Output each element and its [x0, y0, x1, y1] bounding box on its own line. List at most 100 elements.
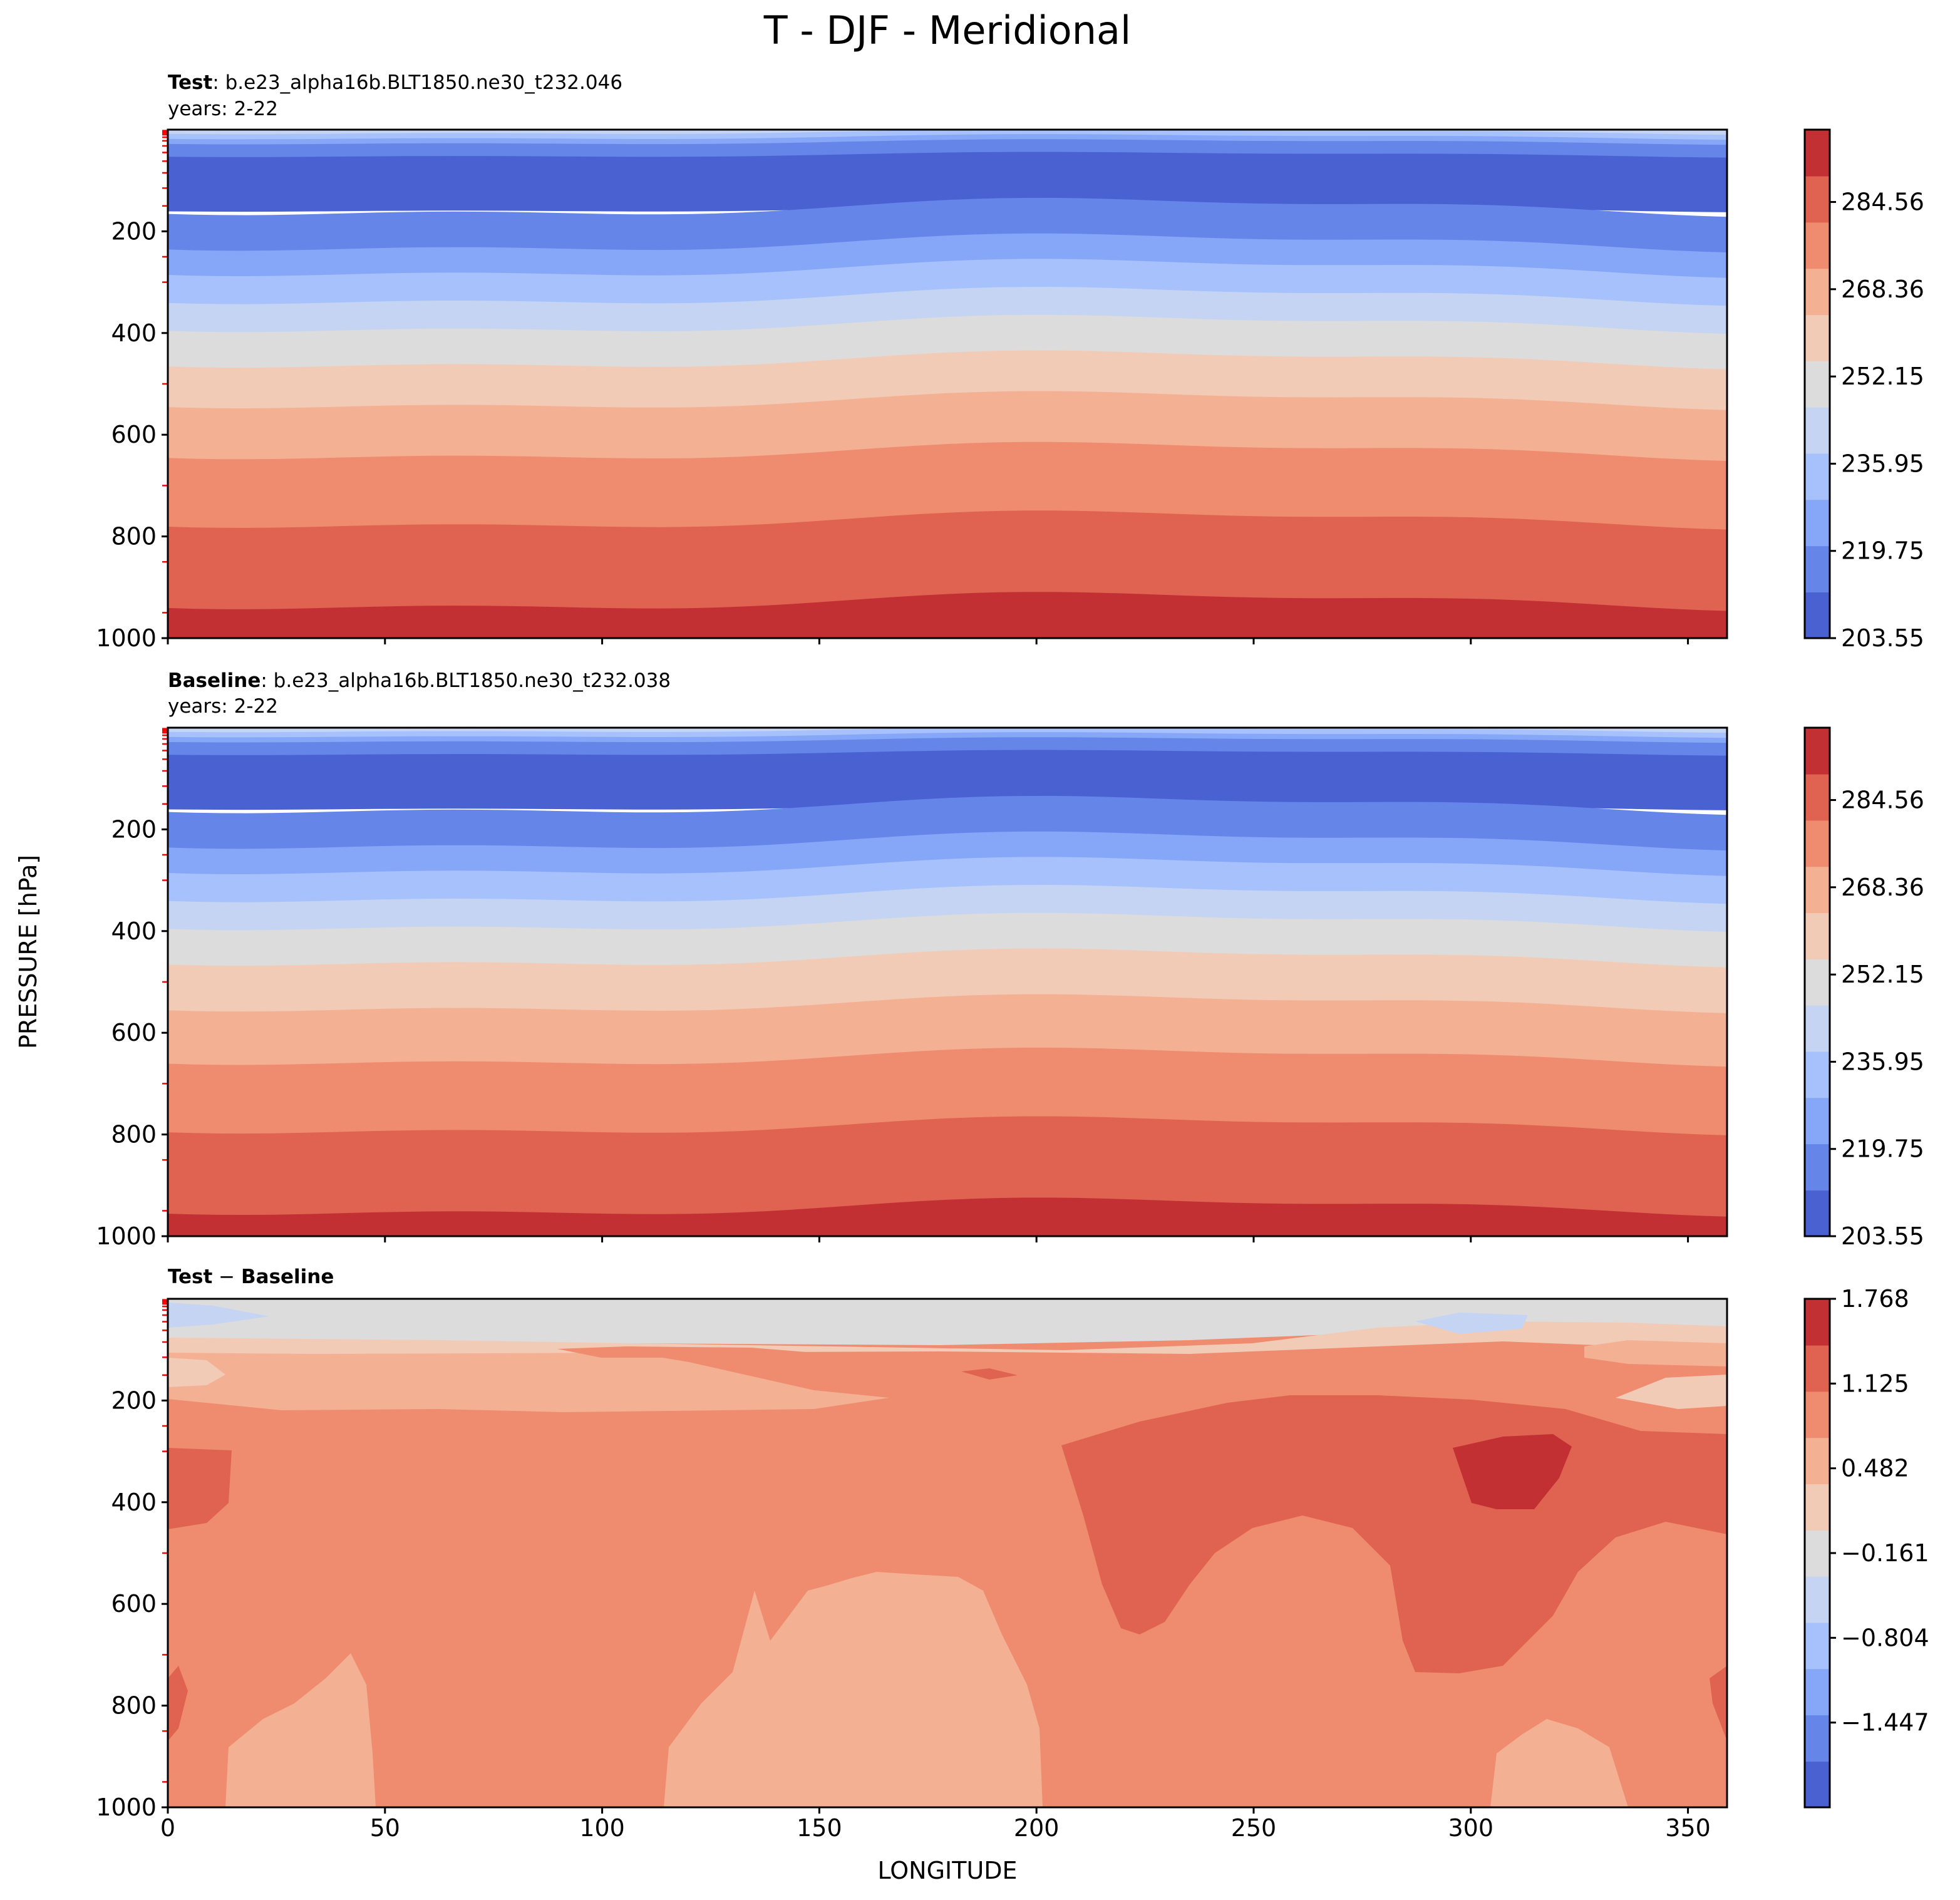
colorbar-swatch	[1805, 1530, 1830, 1577]
colorbar-baseline: 284.56 268.36 252.15 235.95 219.75 203.55	[1803, 726, 1924, 1250]
contour-band	[168, 948, 1727, 1015]
colorbar-tick-label: −1.447	[1841, 1709, 1929, 1737]
colorbar-swatch	[1805, 1715, 1830, 1762]
x-axis-ticks-baseline	[167, 1236, 1689, 1242]
contour-band	[168, 259, 1727, 307]
colorbar-swatch	[1805, 1391, 1830, 1438]
panel-title-test-rest: : b.e23_alpha16b.BLT1850.ne30_t232.046	[212, 71, 622, 94]
plot-frame-test	[167, 128, 1728, 639]
colorbar-swatch	[1805, 361, 1830, 408]
colorbar-test-frame	[1803, 128, 1831, 639]
y-tick-label: 200	[111, 217, 157, 245]
colorbar-test-ticks: 284.56 268.36 252.15 235.95 219.75 203.55	[1830, 188, 1924, 652]
colorbar-tick-label: 0.482	[1841, 1455, 1909, 1482]
diff-region-top-neutral	[168, 1299, 1727, 1346]
panel-title-difference: Test − Baseline	[168, 1266, 334, 1288]
panel-title-difference-baseline: Baseline	[241, 1266, 334, 1288]
colorbar-swatch	[1805, 1484, 1830, 1531]
panel-title-difference-test: Test	[168, 1266, 213, 1288]
colorbar-baseline-frame	[1803, 726, 1831, 1237]
x-tick-label: 300	[1448, 1814, 1494, 1842]
colorbar-difference-swatches	[1805, 1299, 1830, 1808]
y-tick-label: 200	[111, 1386, 157, 1414]
colorbar-tick-label: −0.804	[1841, 1624, 1929, 1651]
colorbar-tick-label: 268.36	[1841, 874, 1924, 901]
diff-region-max	[1453, 1434, 1572, 1509]
colorbar-swatch	[1805, 1144, 1830, 1190]
y-tick-label: 600	[111, 421, 157, 448]
colorbar-swatch	[1805, 820, 1830, 867]
y-tick-label: 400	[111, 917, 157, 945]
colorbar-swatch	[1805, 314, 1830, 361]
figure-title: T - DJF - Meridional	[763, 8, 1132, 53]
colorbar-swatch	[1805, 1576, 1830, 1623]
x-axis-ticks-test	[167, 638, 1689, 644]
contour-band	[168, 1197, 1727, 1236]
plot-test: 200 400 600 800 1000	[96, 128, 1728, 652]
contour-band	[168, 510, 1727, 612]
contour-fill-difference	[168, 1299, 1727, 1807]
diff-region-lower-light-right	[1490, 1719, 1628, 1807]
colorbar-tick-label: 235.95	[1841, 1048, 1924, 1075]
colorbar-tick-label: 1.125	[1841, 1370, 1909, 1397]
colorbar-swatch	[1805, 1004, 1830, 1052]
colorbar-difference: 1.768 1.125 0.482 −0.161 −0.804 −1.447	[1803, 1285, 1929, 1809]
diff-region-bottom-speck-right	[1710, 1666, 1727, 1741]
colorbar-swatch	[1805, 1668, 1830, 1716]
colorbar-swatch	[1805, 1437, 1830, 1485]
colorbar-swatch	[1805, 1622, 1830, 1670]
colorbar-baseline-swatches	[1805, 728, 1830, 1237]
plot-baseline: 200 400 600 800 1000	[96, 726, 1728, 1250]
x-tick-label: 200	[1014, 1814, 1060, 1842]
colorbar-swatch	[1805, 130, 1830, 177]
colorbar-swatch	[1805, 1190, 1830, 1237]
y-tick-label: 200	[111, 815, 157, 843]
contour-band	[168, 592, 1727, 638]
y-tick-label: 600	[111, 1019, 157, 1046]
plot-difference: 200 400 600 800 1000 0 50 100 150 200 250 300 350	[96, 1298, 1728, 1842]
colorbar-swatch	[1805, 545, 1830, 592]
colorbar-swatch	[1805, 453, 1830, 500]
colorbar-tick-label: 284.56	[1841, 188, 1924, 216]
colorbar-tick-label: 219.75	[1841, 1135, 1924, 1163]
colorbar-swatch	[1805, 1345, 1830, 1392]
diff-region-right-pink	[1616, 1375, 1727, 1409]
colorbar-swatch	[1805, 912, 1830, 959]
colorbar-swatch	[1805, 268, 1830, 316]
y-tick-label: 800	[111, 1692, 157, 1720]
colorbar-swatch	[1805, 773, 1830, 821]
colorbar-swatch	[1805, 1761, 1830, 1808]
x-axis-ticks-difference: 0 50 100 150 200 250 300 350	[160, 1807, 1711, 1842]
colorbar-test-swatches	[1805, 130, 1830, 639]
y-axis-ticks-baseline: 200 400 600 800 1000	[96, 728, 168, 1250]
plot-frame-difference	[167, 1298, 1728, 1809]
colorbar-difference-ticks: 1.768 1.125 0.482 −0.161 −0.804 −1.447	[1830, 1285, 1929, 1737]
colorbar-difference-frame	[1803, 1298, 1831, 1809]
contour-band	[168, 1047, 1727, 1137]
diff-region-upper-mid-dark	[557, 1346, 814, 1358]
colorbar-swatch	[1805, 1299, 1830, 1346]
diff-region-left-dark	[168, 1448, 232, 1529]
panel-subtitle-test: years: 2-22	[168, 98, 278, 120]
diff-region-upper-light	[168, 1345, 889, 1412]
colorbar-tick-label: 268.36	[1841, 276, 1924, 303]
y-axis-ticks-difference: 200 400 600 800 1000	[96, 1299, 168, 1821]
colorbar-swatch	[1805, 175, 1830, 223]
x-tick-label: 350	[1665, 1814, 1711, 1842]
colorbar-tick-label: 235.95	[1841, 450, 1924, 477]
diff-region-small-dark	[961, 1368, 1018, 1380]
panel-title-baseline-rest: : b.e23_alpha16b.BLT1850.ne30_t232.038	[260, 669, 671, 692]
y-tick-label: 800	[111, 1121, 157, 1149]
y-tick-label: 1000	[96, 624, 157, 652]
diff-region-right-salmon	[1584, 1340, 1727, 1366]
colorbar-tick-label: 203.55	[1841, 624, 1924, 652]
contour-band	[168, 233, 1727, 279]
colorbar-swatch	[1805, 592, 1830, 639]
contour-band	[168, 1116, 1727, 1218]
colorbar-tick-label: 1.768	[1841, 1285, 1909, 1313]
contour-band	[168, 885, 1727, 933]
diff-region-top-blue-left	[168, 1303, 269, 1328]
contour-band	[168, 441, 1727, 531]
colorbar-tick-label: 252.15	[1841, 961, 1924, 988]
